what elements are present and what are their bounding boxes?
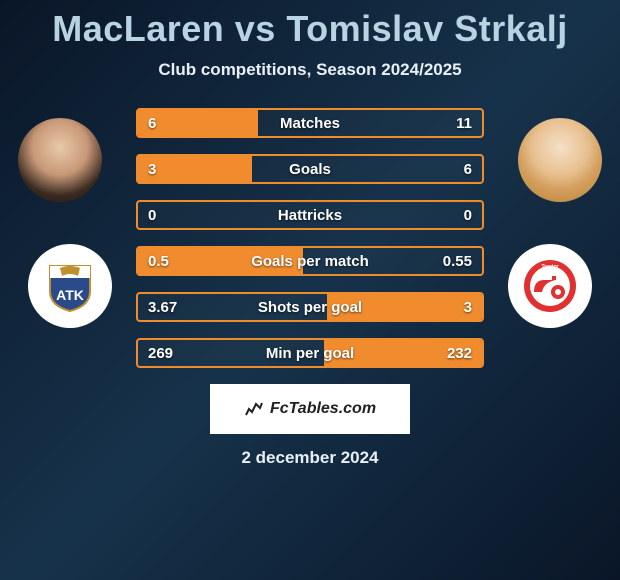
svg-text:ATK: ATK <box>56 287 84 303</box>
stat-label: Shots per goal <box>138 294 482 320</box>
stat-row: 269232Min per goal <box>136 338 484 368</box>
stat-row: 611Matches <box>136 108 484 138</box>
attribution-badge: FcTables.com <box>210 384 410 434</box>
fctables-icon <box>244 399 264 419</box>
stat-label: Min per goal <box>138 340 482 366</box>
player-right-avatar <box>518 118 602 202</box>
club-right-logo: Tractor <box>508 244 592 328</box>
stat-row: 0.50.55Goals per match <box>136 246 484 276</box>
subtitle: Club competitions, Season 2024/2025 <box>0 60 620 80</box>
comparison-panel: ATK Tractor 611Matches 36Goals 00Hattricks… <box>0 108 620 468</box>
stat-label: Hattricks <box>138 202 482 228</box>
attribution-text: FcTables.com <box>270 400 376 418</box>
club-left-logo: ATK <box>28 244 112 328</box>
stat-label: Matches <box>138 110 482 136</box>
stat-row: 3.673Shots per goal <box>136 292 484 322</box>
stat-label: Goals <box>138 156 482 182</box>
stat-row: 36Goals <box>136 154 484 184</box>
stat-bars: 611Matches 36Goals 00Hattricks 0.50.55Goals… <box>136 108 484 368</box>
svg-text:Tractor: Tractor <box>542 264 559 270</box>
stat-row: 00Hattricks <box>136 200 484 230</box>
page-title: MacLaren vs Tomislav Strkalj <box>0 0 620 50</box>
date-text: 2 december 2024 <box>0 448 620 468</box>
player-left-avatar <box>18 118 102 202</box>
stat-label: Goals per match <box>138 248 482 274</box>
